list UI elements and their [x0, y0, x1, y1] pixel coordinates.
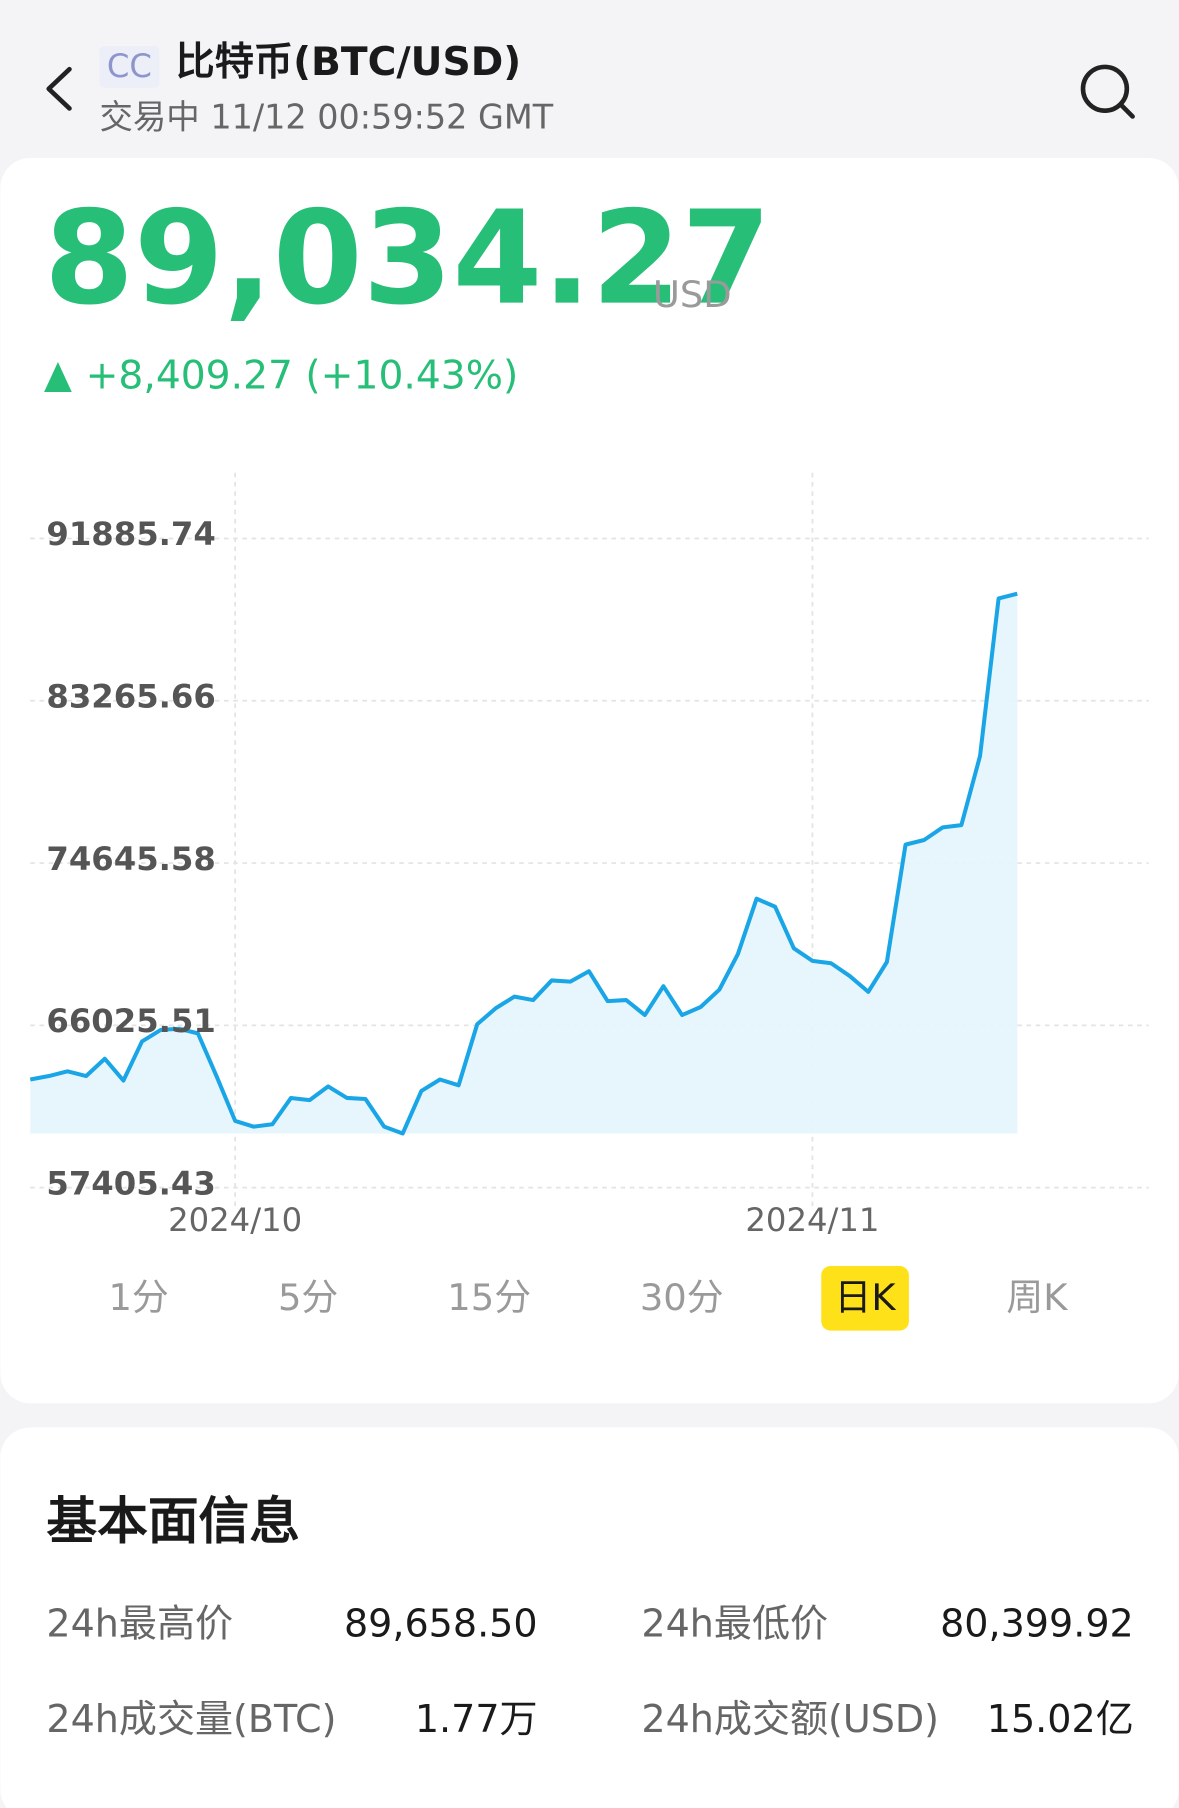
period-tab[interactable]: 日K	[821, 1266, 909, 1331]
section-title: 基本面信息	[46, 1491, 300, 1550]
change: +8,409.27 (+10.43%)	[86, 354, 519, 399]
stat-value: 89,658.50	[344, 1601, 538, 1645]
x-tick-label: 2024/11	[745, 1201, 879, 1239]
y-tick-label: 66025.51	[46, 1002, 215, 1040]
period-tab[interactable]: 周K	[1006, 1276, 1068, 1319]
y-tick-label: 74645.58	[46, 840, 215, 878]
tab-label: 日K	[835, 1276, 897, 1319]
price: 89,034.27	[44, 184, 771, 334]
badge	[99, 46, 160, 88]
title: 比特币(BTC/USD)	[176, 40, 522, 85]
period-tab[interactable]: 15分	[447, 1276, 531, 1319]
y-tick-label: 83265.66	[46, 677, 215, 715]
search-icon	[1080, 64, 1130, 113]
area	[30, 593, 1018, 1134]
currency: USD	[653, 273, 732, 316]
x-tick-label: 2024/10	[168, 1201, 302, 1239]
stat-label: 24h最低价	[641, 1601, 828, 1645]
period-tab[interactable]: 30分	[640, 1276, 724, 1319]
price-line	[29, 591, 1018, 1136]
period-tab[interactable]: 1分	[108, 1276, 168, 1319]
stat-label: 24h成交量(BTC)	[46, 1697, 336, 1741]
stat-label: 24h最高价	[46, 1601, 233, 1645]
period-tab[interactable]: 5分	[278, 1276, 338, 1319]
back-button[interactable]	[46, 66, 72, 111]
tab-label: 周K	[1006, 1276, 1068, 1319]
stat-label: 24h成交额(USD)	[641, 1697, 939, 1741]
status: 交易中 11/12 00:59:52 GMT	[99, 97, 553, 136]
active-tab-bg	[821, 1266, 909, 1331]
tab-label: 5分	[278, 1276, 338, 1319]
stat-value: 1.77万	[415, 1697, 538, 1741]
y-tick-label: 91885.74	[46, 515, 215, 553]
badge-text: CC	[107, 47, 152, 85]
chart: 2024/10 2024/11 57405.43 66025.51 74645.58 83…	[29, 472, 1149, 1239]
stat-value: 80,399.92	[940, 1601, 1134, 1645]
stat-value: 15.02亿	[987, 1697, 1134, 1741]
up-arrow	[44, 362, 72, 393]
tab-label: 30分	[640, 1276, 724, 1319]
search-button[interactable]	[1080, 64, 1135, 119]
fundamentals-card	[0, 1427, 1179, 1808]
period-tabs: 1分 5分 15分 30分 日K 周K	[108, 1266, 1068, 1331]
search-icon	[1118, 102, 1135, 119]
tab-label: 1分	[108, 1276, 168, 1319]
y-tick-label: 57405.43	[46, 1164, 215, 1202]
tab-label: 15分	[447, 1276, 531, 1319]
